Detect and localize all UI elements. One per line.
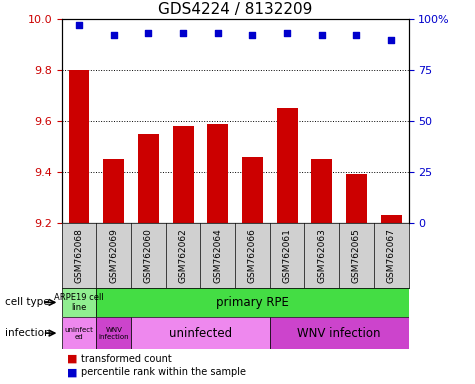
Bar xyxy=(312,159,332,223)
Bar xyxy=(208,124,228,223)
Point xyxy=(318,32,326,38)
Text: WNV infection: WNV infection xyxy=(297,327,381,339)
Bar xyxy=(277,108,297,223)
Text: GSM762067: GSM762067 xyxy=(387,228,396,283)
Bar xyxy=(381,215,401,223)
Bar xyxy=(346,174,367,223)
Title: GDS4224 / 8132209: GDS4224 / 8132209 xyxy=(158,2,313,17)
Point xyxy=(353,32,361,38)
Point xyxy=(283,30,291,36)
Text: GSM762063: GSM762063 xyxy=(317,228,326,283)
Text: ■: ■ xyxy=(66,354,77,364)
Point xyxy=(75,22,83,28)
FancyBboxPatch shape xyxy=(96,317,131,349)
Text: uninfect
ed: uninfect ed xyxy=(65,327,94,339)
Bar xyxy=(104,159,124,223)
FancyBboxPatch shape xyxy=(62,317,96,349)
Text: percentile rank within the sample: percentile rank within the sample xyxy=(81,367,246,377)
Text: GSM762061: GSM762061 xyxy=(283,228,292,283)
Text: GSM762065: GSM762065 xyxy=(352,228,361,283)
FancyBboxPatch shape xyxy=(131,317,270,349)
FancyBboxPatch shape xyxy=(270,317,408,349)
FancyBboxPatch shape xyxy=(96,288,408,317)
Text: cell type: cell type xyxy=(5,297,49,308)
Text: GSM762066: GSM762066 xyxy=(248,228,257,283)
Point xyxy=(214,30,221,36)
Text: GSM762069: GSM762069 xyxy=(109,228,118,283)
Text: GSM762064: GSM762064 xyxy=(213,228,222,283)
Text: uninfected: uninfected xyxy=(169,327,232,339)
Text: primary RPE: primary RPE xyxy=(216,296,289,309)
Text: GSM762060: GSM762060 xyxy=(144,228,153,283)
Bar xyxy=(69,70,89,223)
Point xyxy=(180,30,187,36)
Text: GSM762068: GSM762068 xyxy=(75,228,84,283)
Text: WNV
infection: WNV infection xyxy=(98,327,129,339)
Text: ■: ■ xyxy=(66,367,77,377)
Text: GSM762062: GSM762062 xyxy=(179,228,188,283)
Text: infection: infection xyxy=(5,328,50,338)
Point xyxy=(249,32,256,38)
Point xyxy=(144,30,152,36)
Bar xyxy=(173,126,193,223)
Point xyxy=(388,36,395,43)
FancyBboxPatch shape xyxy=(62,288,96,317)
Text: ARPE19 cell
line: ARPE19 cell line xyxy=(54,293,104,312)
Point xyxy=(110,32,118,38)
Bar xyxy=(138,134,159,223)
Text: transformed count: transformed count xyxy=(81,354,171,364)
Bar xyxy=(242,157,263,223)
